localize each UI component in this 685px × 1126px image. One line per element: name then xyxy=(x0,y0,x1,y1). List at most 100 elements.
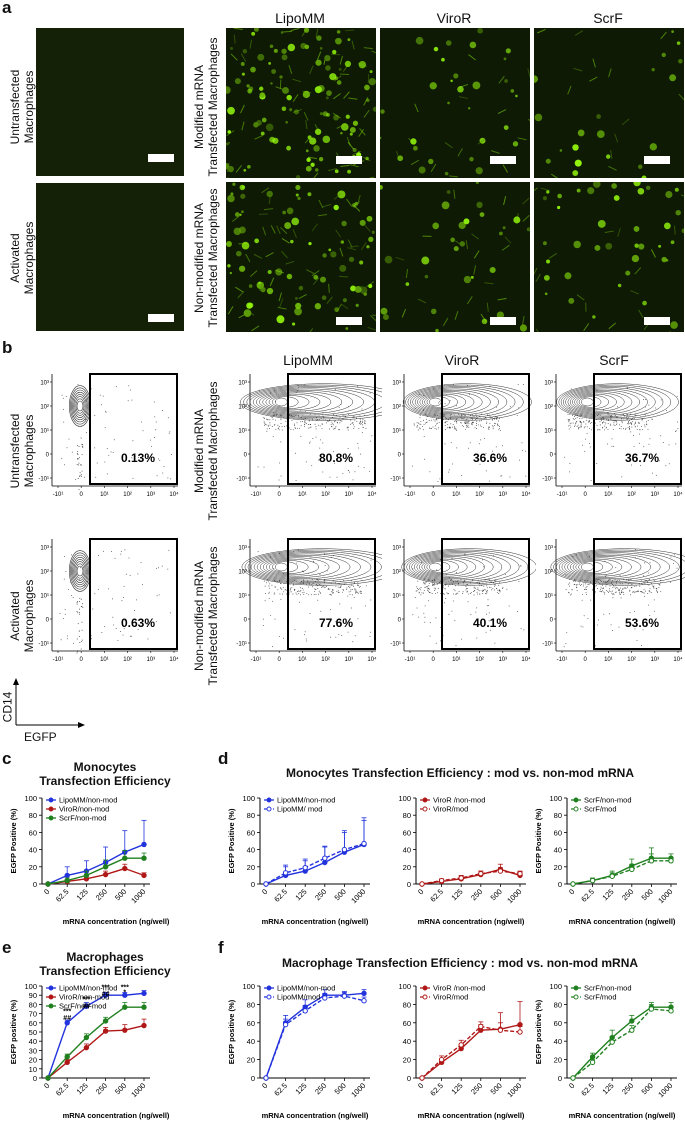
event-dot xyxy=(82,606,84,608)
event-dot xyxy=(292,580,294,582)
event-dot xyxy=(670,556,672,558)
event-dot xyxy=(585,588,587,590)
event-dot xyxy=(470,582,471,584)
event-dot xyxy=(633,445,635,447)
event-dot xyxy=(466,583,468,585)
event-dot xyxy=(117,639,119,641)
event-dot xyxy=(473,586,475,588)
event-dot xyxy=(291,587,293,589)
cell-process xyxy=(292,93,299,102)
scale-bar xyxy=(644,317,670,325)
event-dot xyxy=(113,624,115,626)
event-dot xyxy=(104,427,106,429)
cell-field xyxy=(226,182,376,332)
event-dot xyxy=(620,587,621,589)
cell xyxy=(641,175,647,178)
event-dot xyxy=(136,599,138,601)
event-dot xyxy=(632,420,634,422)
cell xyxy=(258,281,261,285)
event-dot xyxy=(655,407,657,409)
event-dot xyxy=(637,425,638,427)
x-tick-label: 125 xyxy=(600,1081,615,1096)
cell xyxy=(253,122,259,128)
event-dot xyxy=(486,590,488,591)
contour xyxy=(429,562,442,572)
event-dot xyxy=(283,417,285,418)
event-dot xyxy=(642,419,644,421)
event-dot xyxy=(613,424,615,426)
event-dot xyxy=(349,587,351,589)
cell xyxy=(371,230,375,234)
cell-process xyxy=(534,187,539,192)
cell-process xyxy=(309,65,314,75)
series-line xyxy=(47,1006,144,1079)
event-dot xyxy=(632,434,634,436)
event-dot xyxy=(346,587,348,589)
event-dot xyxy=(355,590,357,592)
contour xyxy=(578,561,604,573)
cell-process xyxy=(328,283,330,293)
cell-process xyxy=(336,123,345,129)
event-dot xyxy=(424,586,426,588)
cell xyxy=(542,241,547,246)
flow-x-tick: 10² xyxy=(475,657,484,663)
event-dot xyxy=(85,419,87,421)
event-dot xyxy=(76,463,78,465)
contour xyxy=(569,557,632,577)
cell-process xyxy=(471,233,480,240)
event-dot xyxy=(348,426,350,428)
event-dot xyxy=(296,422,298,424)
event-dot xyxy=(289,589,291,591)
event-dot xyxy=(121,600,123,602)
cell-process xyxy=(333,75,342,82)
cell-process xyxy=(235,165,243,173)
event-dot xyxy=(338,429,340,431)
event-dot xyxy=(635,549,637,551)
cell xyxy=(526,227,530,232)
legend-entry: ViroR /non-mod xyxy=(420,984,485,993)
contour xyxy=(412,388,499,416)
cell xyxy=(313,145,320,152)
cell xyxy=(281,54,288,61)
event-dot xyxy=(479,584,481,586)
event-dot xyxy=(648,404,650,406)
cell-process xyxy=(351,40,355,50)
event-dot xyxy=(616,422,618,424)
event-dot xyxy=(612,586,614,588)
event-dot xyxy=(623,578,625,580)
contour xyxy=(411,553,503,581)
event-dot xyxy=(264,585,266,587)
event-dot xyxy=(169,431,171,433)
event-dot xyxy=(343,589,345,591)
significance-annotation: *** xyxy=(102,985,110,992)
event-dot xyxy=(668,444,670,446)
data-point xyxy=(141,1004,147,1010)
event-dot xyxy=(607,423,609,425)
event-dot xyxy=(659,584,661,586)
cell xyxy=(260,131,265,136)
event-dot xyxy=(290,587,292,589)
row-label-modified-b: Modified mRNA Transfected Macrophages xyxy=(192,381,220,521)
event-dot xyxy=(319,439,321,441)
event-dot xyxy=(610,415,612,416)
event-dot xyxy=(434,583,436,585)
event-dot xyxy=(615,416,617,418)
event-dot xyxy=(468,393,470,395)
cell-process xyxy=(281,237,290,244)
event-dot xyxy=(488,427,490,429)
event-dot xyxy=(642,575,644,577)
event-dot xyxy=(274,586,276,588)
event-dot xyxy=(304,631,306,633)
event-dot xyxy=(620,591,622,593)
cell xyxy=(281,106,287,112)
event-dot xyxy=(564,456,566,458)
event-dot xyxy=(280,598,282,600)
event-dot xyxy=(498,418,500,420)
cell-process xyxy=(660,31,667,40)
cell xyxy=(309,137,317,145)
event-dot xyxy=(437,588,439,589)
event-dot xyxy=(94,593,96,595)
event-dot xyxy=(352,588,353,590)
event-dot xyxy=(270,615,272,617)
